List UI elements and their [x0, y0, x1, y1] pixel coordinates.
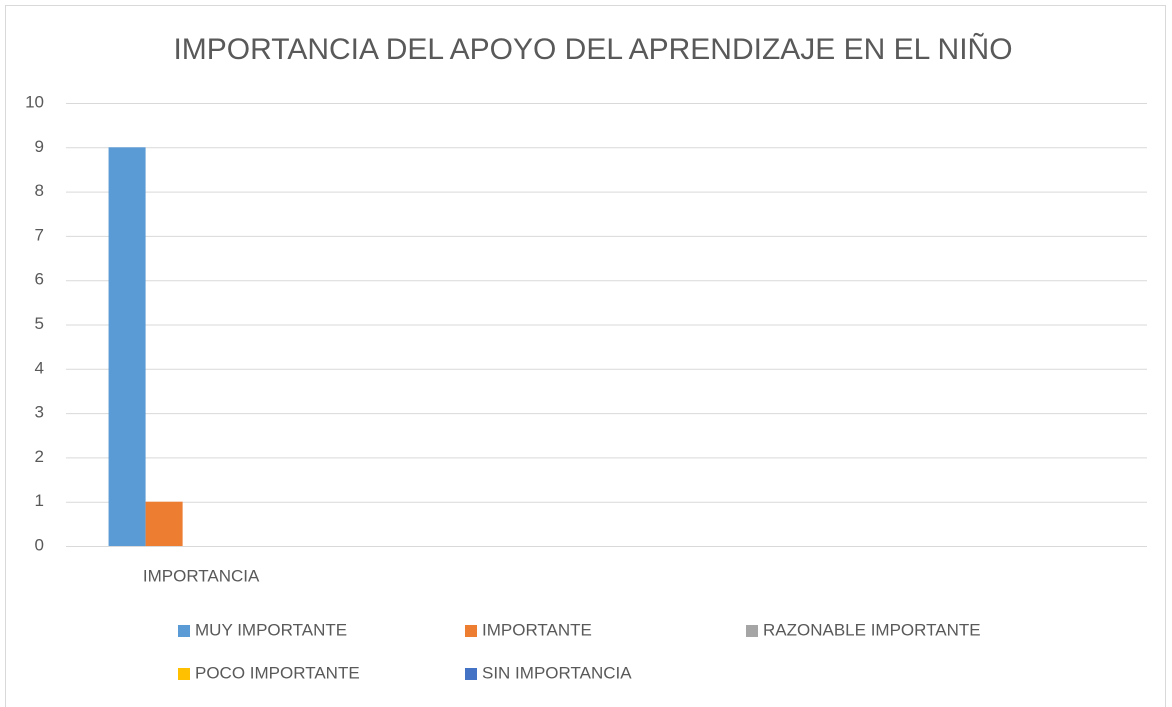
- legend-swatch: [178, 625, 190, 637]
- y-tick-label: 6: [35, 270, 44, 289]
- legend-label: RAZONABLE IMPORTANTE: [763, 620, 981, 639]
- legend-swatch: [178, 668, 190, 680]
- legend-label: IMPORTANTE: [482, 620, 592, 639]
- y-tick-label: 3: [35, 403, 44, 422]
- y-tick-label: 9: [35, 137, 44, 156]
- bar: [145, 501, 183, 546]
- y-tick-label: 7: [35, 225, 44, 244]
- legend-label: SIN IMPORTANCIA: [482, 663, 632, 682]
- x-tick-label: IMPORTANCIA: [143, 566, 260, 585]
- y-tick-label: 0: [35, 535, 44, 554]
- y-tick-label: 5: [35, 314, 44, 333]
- legend-swatch: [465, 625, 477, 637]
- chart-border: [5, 5, 1166, 707]
- chart-title: IMPORTANCIA DEL APOYO DEL APRENDIZAJE EN…: [173, 32, 1012, 66]
- legend-label: MUY IMPORTANTE: [195, 620, 347, 639]
- legend-swatch: [746, 625, 758, 637]
- bar: [108, 147, 146, 547]
- y-tick-label: 2: [35, 447, 44, 466]
- y-tick-label: 1: [35, 491, 44, 510]
- legend-label: POCO IMPORTANTE: [195, 663, 360, 682]
- y-tick-label: 10: [25, 92, 44, 111]
- y-tick-label: 8: [35, 181, 44, 200]
- y-tick-label: 4: [35, 358, 44, 377]
- legend-swatch: [465, 668, 477, 680]
